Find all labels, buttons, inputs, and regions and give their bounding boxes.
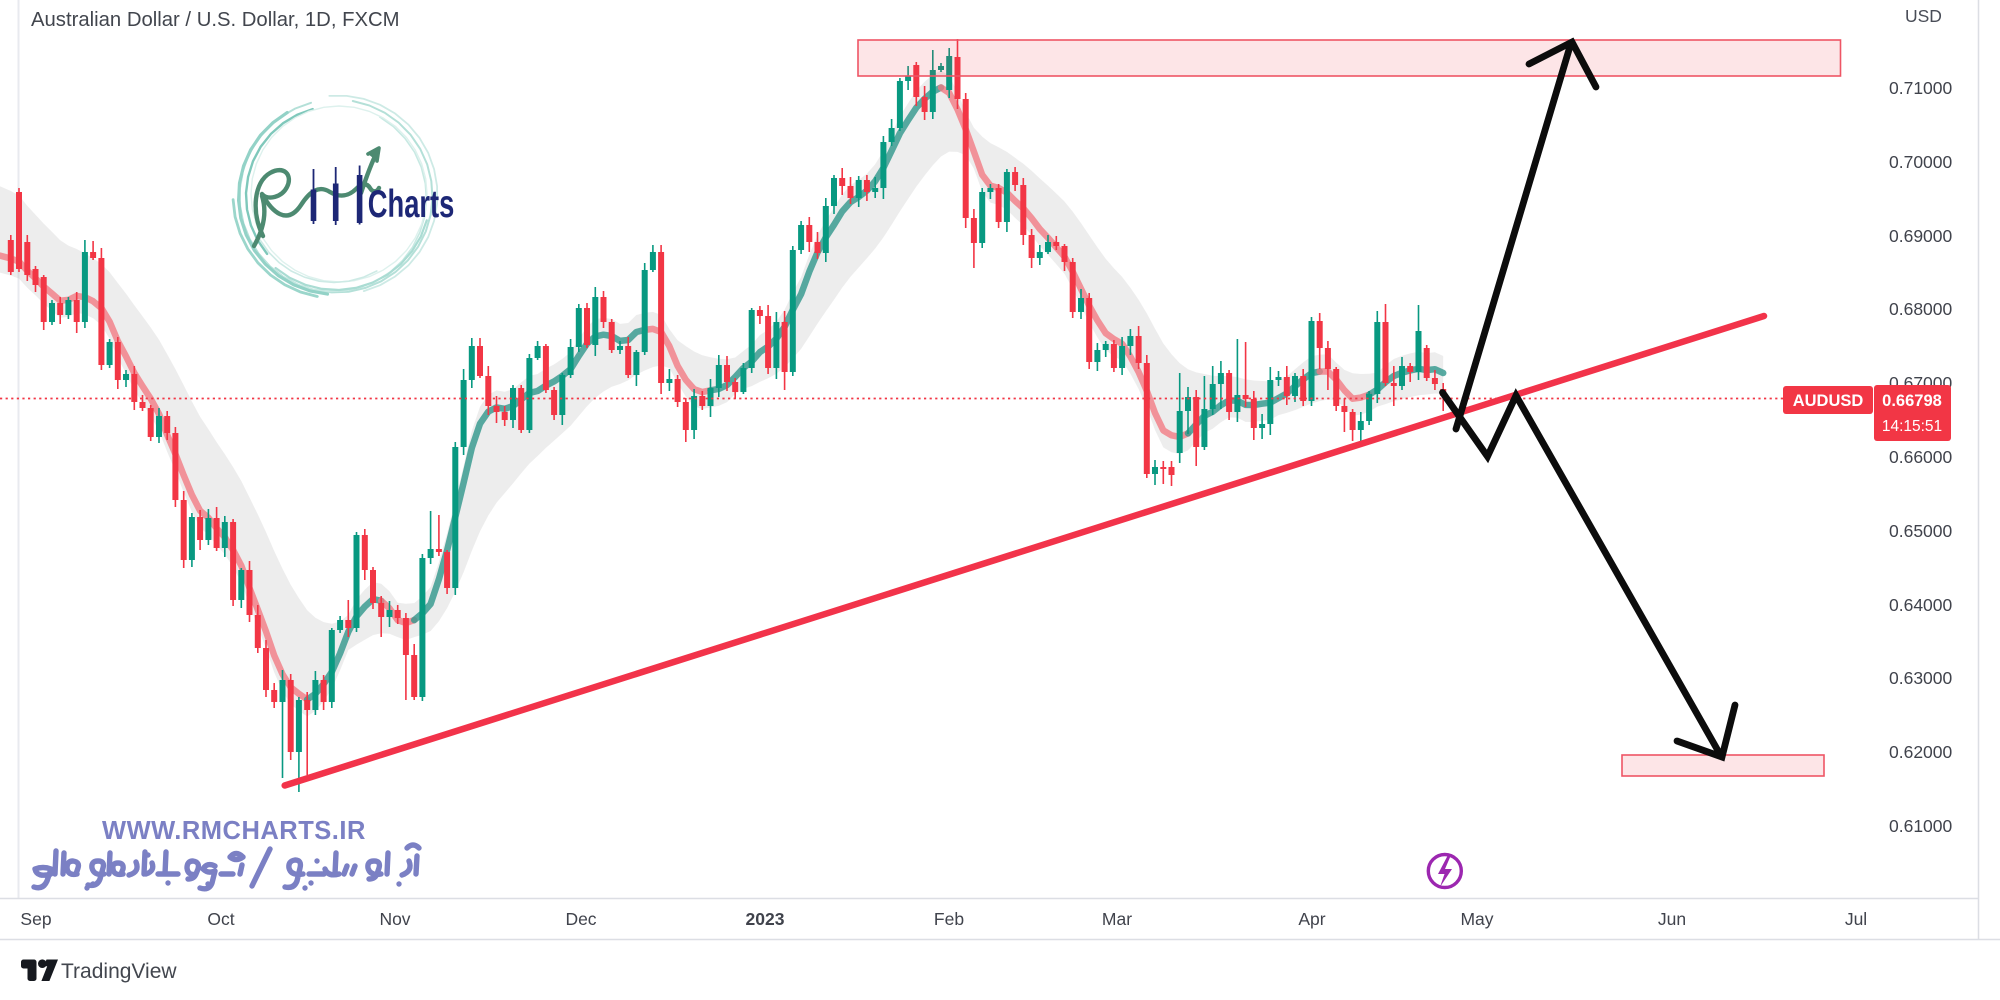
svg-text:Feb: Feb xyxy=(934,909,964,929)
svg-text:0.70000: 0.70000 xyxy=(1889,152,1953,172)
svg-text:0.61000: 0.61000 xyxy=(1889,816,1953,836)
svg-text:0.65000: 0.65000 xyxy=(1889,521,1953,541)
svg-text:0.64000: 0.64000 xyxy=(1889,595,1953,615)
svg-text:0.68000: 0.68000 xyxy=(1889,299,1953,319)
svg-text:0.66000: 0.66000 xyxy=(1889,447,1953,467)
svg-text:Oct: Oct xyxy=(207,909,234,929)
svg-text:0.69000: 0.69000 xyxy=(1889,226,1953,246)
svg-text:0.71000: 0.71000 xyxy=(1889,78,1953,98)
svg-text:Nov: Nov xyxy=(379,909,410,929)
svg-text:WWW.RMCHARTS.IR: WWW.RMCHARTS.IR xyxy=(102,817,366,845)
svg-text:Charts: Charts xyxy=(368,184,455,227)
svg-text:2023: 2023 xyxy=(746,909,785,929)
svg-text:May: May xyxy=(1460,909,1493,929)
svg-text:Australian Dollar / U.S. Dolla: Australian Dollar / U.S. Dollar, 1D, FXC… xyxy=(31,9,400,31)
svg-text:Sep: Sep xyxy=(20,909,51,929)
svg-text:USD: USD xyxy=(1905,6,1942,26)
svg-text:TradingView: TradingView xyxy=(61,960,177,983)
svg-text:0.66798: 0.66798 xyxy=(1882,392,1942,410)
svg-text:Mar: Mar xyxy=(1102,909,1132,929)
svg-text:14:15:51: 14:15:51 xyxy=(1882,418,1942,435)
svg-text:Jun: Jun xyxy=(1658,909,1686,929)
svg-text:Dec: Dec xyxy=(565,909,596,929)
svg-text:0.63000: 0.63000 xyxy=(1889,668,1953,688)
svg-text:0.62000: 0.62000 xyxy=(1889,742,1953,762)
svg-text:Jul: Jul xyxy=(1845,909,1867,929)
svg-text:AUDUSD: AUDUSD xyxy=(1793,392,1864,410)
svg-text:Apr: Apr xyxy=(1298,909,1325,929)
